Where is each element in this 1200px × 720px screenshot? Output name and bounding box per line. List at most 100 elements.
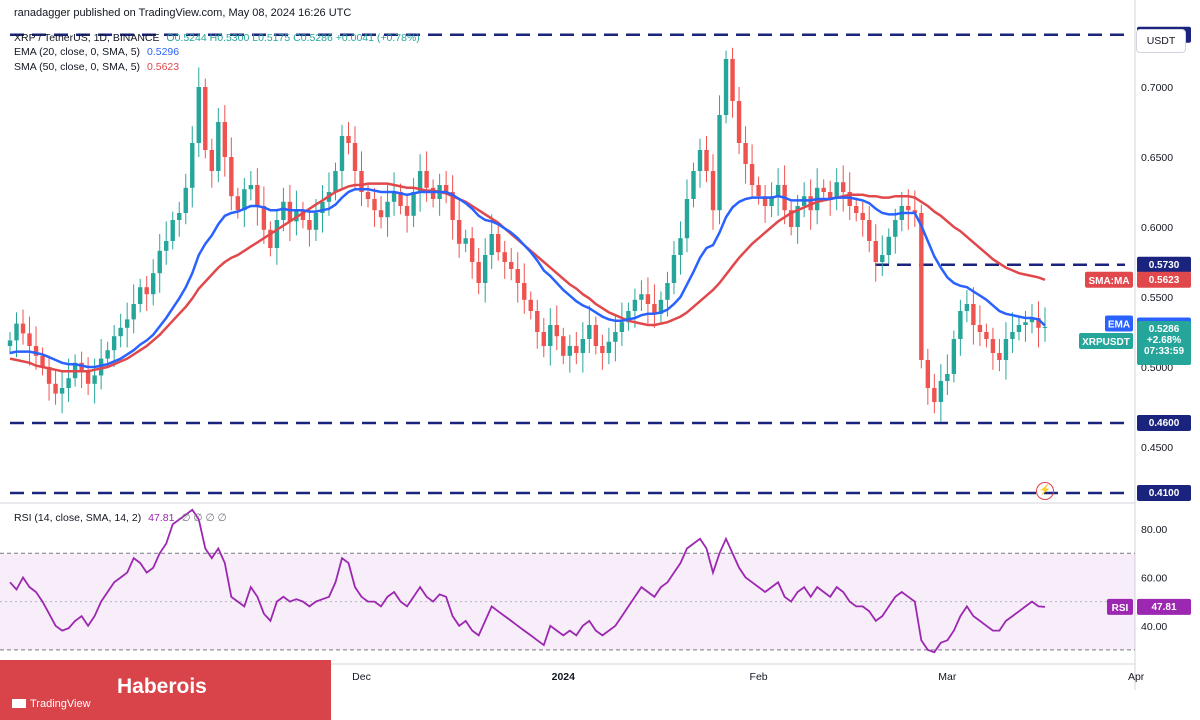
candle (98, 339, 104, 390)
candle (151, 259, 156, 306)
candle (229, 137, 234, 211)
candle-body (385, 201, 390, 218)
candle-body (320, 201, 325, 213)
candle (496, 225, 501, 261)
candle-body (912, 210, 918, 213)
candle (85, 357, 91, 395)
candle (691, 162, 696, 208)
candle (320, 185, 325, 233)
candle (124, 302, 130, 348)
candle (359, 151, 364, 206)
candle (717, 95, 722, 225)
candle (14, 312, 19, 358)
rsi-line (9, 508, 1046, 654)
candle-body (85, 371, 91, 384)
candle (769, 182, 774, 218)
candle (248, 171, 254, 201)
candle (46, 355, 52, 401)
candle (235, 187, 241, 219)
candle (53, 369, 58, 405)
candle (463, 229, 468, 253)
tag-level-5730-text: 0.5730 (1149, 260, 1180, 271)
candle (977, 305, 983, 346)
rsi-legend[interactable]: RSI (14, close, SMA, 14, 2) 47.81 ∅ ∅ ∅ … (14, 512, 231, 524)
candle (697, 138, 703, 188)
candle (548, 308, 553, 366)
candle (33, 326, 39, 370)
candle-body (593, 325, 599, 346)
candle-body (723, 59, 729, 115)
candle-body (925, 360, 931, 388)
symbol-title[interactable]: XRP / TetherUS, 1D, BINANCE (14, 32, 160, 44)
sma-name-tag-bg (1085, 271, 1133, 288)
candle (1036, 301, 1041, 348)
currency-unit-button[interactable]: USDT (1136, 29, 1186, 53)
candle-body (906, 206, 911, 211)
sma-legend[interactable]: SMA (50, close, 0, SMA, 5) 0.5623 (14, 61, 183, 73)
candle (867, 206, 872, 253)
candle (92, 358, 97, 404)
candle-body (775, 185, 781, 197)
candle-body (971, 304, 976, 325)
candle (66, 358, 71, 402)
candle-body (242, 189, 247, 211)
tag-level-4600-text: 0.4600 (1149, 418, 1180, 429)
candle (606, 327, 612, 365)
candle-body (456, 220, 462, 244)
candle (372, 187, 377, 227)
candle-body (951, 339, 957, 374)
candle (541, 318, 546, 358)
candle-body (1042, 326, 1048, 328)
flash-alert-icon[interactable]: ⚡ (1036, 482, 1054, 500)
candle (190, 126, 195, 208)
candle-body (1036, 318, 1041, 328)
candle-body (710, 171, 716, 211)
candle-body (131, 304, 136, 320)
price-tick-label: 0.6500 (1141, 152, 1173, 164)
candle (7, 332, 13, 355)
candle-body (827, 192, 833, 199)
candle (391, 172, 397, 216)
tag-sma-value-text: 0.5623 (1149, 275, 1180, 286)
candle-body (443, 185, 449, 192)
candle (242, 178, 247, 227)
candle (938, 364, 944, 422)
candle-body (137, 287, 143, 304)
candle (971, 287, 976, 345)
candle (567, 334, 573, 373)
candle (268, 221, 273, 257)
candle (997, 339, 1002, 372)
tradingview-logo: TradingView (12, 698, 91, 710)
sma-name-tag: SMA:MA (1085, 271, 1133, 288)
candle-body (476, 262, 481, 283)
price-tick-label: 0.7000 (1141, 82, 1173, 94)
candle-body (736, 101, 742, 143)
price-tick-label: 0.5500 (1141, 292, 1173, 304)
candle (704, 136, 709, 183)
candle-body (574, 346, 579, 353)
candle-body (190, 143, 195, 188)
price-tick-label: 0.6000 (1141, 222, 1173, 234)
candle (502, 241, 507, 279)
time-tick-label: Feb (750, 671, 768, 683)
candle (1003, 322, 1009, 380)
ema-name-tag-text: EMA (1108, 320, 1130, 331)
candle (762, 185, 768, 223)
candle-body (274, 220, 280, 248)
candle-body (378, 210, 384, 218)
candle (482, 238, 488, 303)
candle (385, 185, 390, 237)
candle-body (489, 234, 494, 255)
candle (847, 172, 852, 220)
candle-body (515, 269, 520, 283)
candle (613, 315, 618, 362)
candle-body (762, 196, 768, 206)
candle (984, 323, 989, 348)
candle-body (997, 353, 1002, 360)
candle (1010, 312, 1015, 353)
candle-body (157, 250, 162, 274)
candle-body (841, 182, 846, 192)
ema-legend[interactable]: EMA (20, close, 0, SMA, 5) 0.5296 (14, 46, 183, 58)
candle (723, 50, 729, 124)
